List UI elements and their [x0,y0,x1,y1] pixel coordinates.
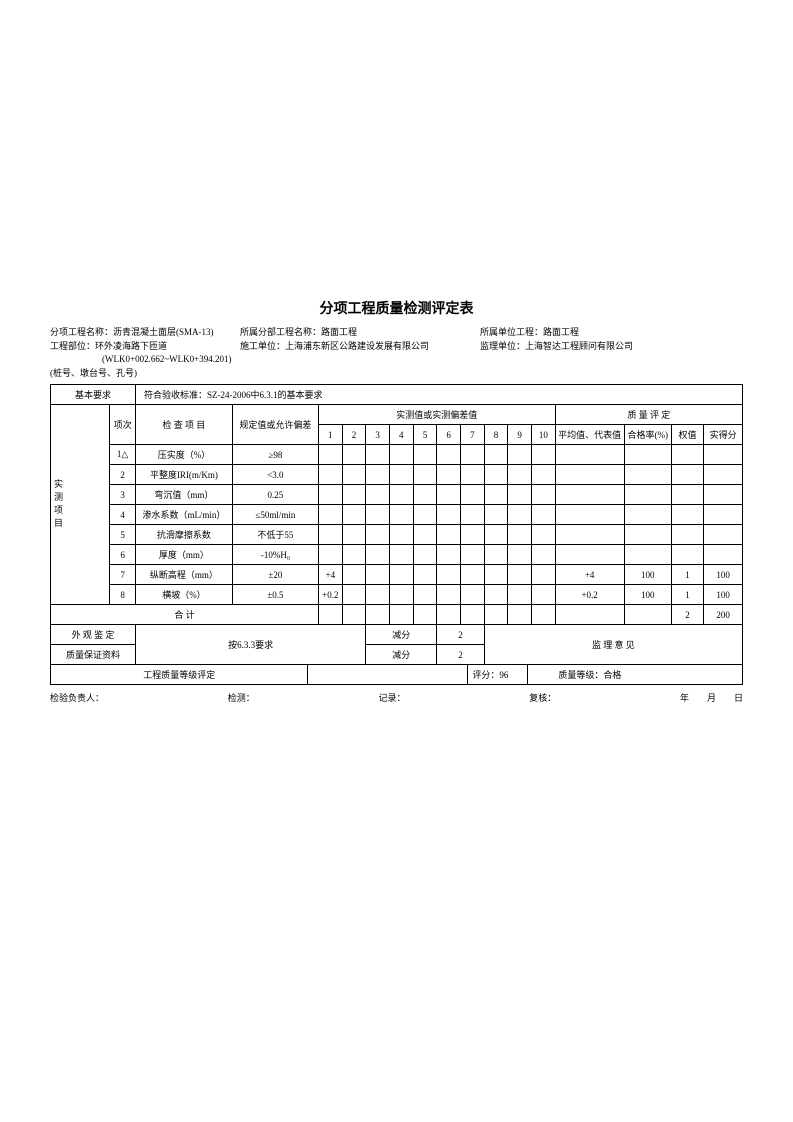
result-label: 质量等级： [558,670,603,680]
value: 沥青混凝土面层(SMA-13) [113,327,214,337]
table-row: 5抗滑摩擦系数不低于55 [51,525,743,545]
col-weight: 权值 [671,425,703,445]
n8: 8 [484,425,508,445]
appearance-row: 外 观 鉴 定 按6.3.3要求 减分 2 监 理 意 见 [51,625,743,645]
value: 环外凌海路下匝道 [95,341,167,351]
location-detail: (WLK0+002.662~WLK0+394.201) [50,353,240,367]
pile-label: (桩号、墩台号、孔号) [50,367,137,381]
value: 路面工程 [543,327,579,337]
basic-req: 符合验收标准：SZ-24-2006中6.3.1的基本要求 [136,385,743,405]
page-title: 分项工程质量检测评定表 [50,298,743,318]
label: 所属分部工程名称： [240,327,321,337]
col-quality: 质 量 评 定 [555,405,742,425]
col-measured: 实测值或实测偏差值 [318,405,555,425]
score-val: 96 [499,670,508,680]
n5: 5 [413,425,437,445]
label: 工程部位： [50,341,95,351]
n6: 6 [437,425,461,445]
n1: 1 [318,425,342,445]
col-spec: 规定值或允许偏差 [232,405,318,445]
col-score: 实得分 [704,425,743,445]
footer-detect: 检测： [228,691,255,704]
inspection-table: 基本要求 符合验收标准：SZ-24-2006中6.3.1的基本要求 实测项目 项… [50,384,743,665]
footer: 检验负责人： 检测： 记录： 复核： 年 月 日 [50,691,743,704]
table-row: 4渗水系数（mL/min）≤50ml/min [51,505,743,525]
col-rate: 合格率(%) [624,425,671,445]
table-row: 3弯沉值（mm）0.25 [51,485,743,505]
footer-responsible: 检验负责人： [50,691,104,704]
footer-review: 复核： [529,691,556,704]
basic-req-label: 基本要求 [51,385,136,405]
table-row: 7纵断高程（mm）±20+4+41001100 [51,565,743,585]
table-row: 6厚度（mm）-10%H₀ [51,545,743,565]
bottom-table: 工程质量等级评定 评分：96 质量等级：合格 [50,664,743,685]
label: 监理单位： [480,341,525,351]
total-row: 合 计 2200 [51,605,743,625]
col-avg: 平均值、代表值 [555,425,624,445]
n9: 9 [508,425,532,445]
value: 上海智达工程顾问有限公司 [525,341,633,351]
footer-date: 年 月 日 [680,691,743,704]
table-row: 2平整度IRI(m/Km)<3.0 [51,465,743,485]
table-row: 8横坡（%）±0.5+0.2+0.21001100 [51,585,743,605]
n4: 4 [389,425,413,445]
col-item: 检 查 项 目 [136,405,233,445]
label: 所属单位工程： [480,327,543,337]
table-row: 1△压实度（%）≥98 [51,445,743,465]
score-label: 评分： [472,670,499,680]
n3: 3 [366,425,390,445]
side-label: 实测项目 [52,479,65,531]
n7: 7 [460,425,484,445]
grade-label: 工程质量等级评定 [51,664,308,684]
label: 施工单位： [240,341,285,351]
header-info: 分项工程名称：沥青混凝土面层(SMA-13) 所属分部工程名称：路面工程 所属单… [50,326,743,380]
value: 上海浦东新区公路建设发展有限公司 [285,341,429,351]
col-seq: 项次 [110,405,136,445]
n10: 10 [532,425,556,445]
footer-record: 记录： [378,691,405,704]
result: 合格 [603,670,621,680]
n2: 2 [342,425,366,445]
value: 路面工程 [321,327,357,337]
label: 分项工程名称： [50,327,113,337]
